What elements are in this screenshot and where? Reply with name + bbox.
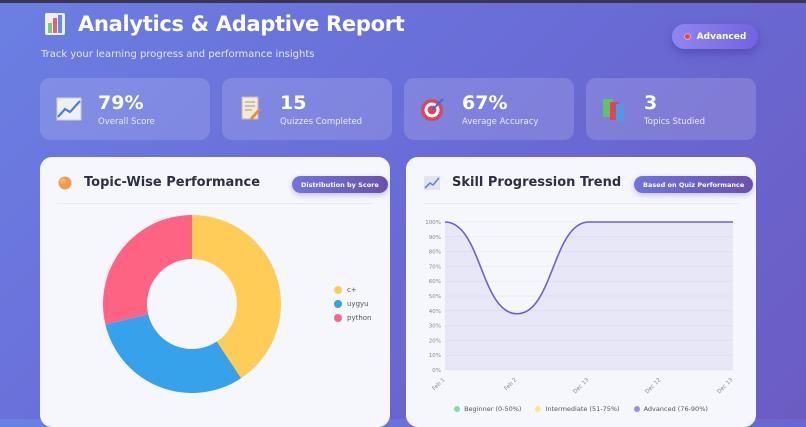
donut-slice-uygyu[interactable] [105, 314, 242, 393]
stat-value: 15 [280, 91, 307, 114]
panel-title: Topic-Wise Performance [84, 175, 261, 190]
x-tick-label: Feb 1 [432, 377, 447, 392]
y-tick-label: 30% [429, 324, 441, 330]
legend-swatch [334, 300, 342, 308]
skill-trend-panel: Skill Progression Trend Based on Quiz Pe… [406, 157, 756, 427]
legend-item[interactable]: Advanced (76-90%) [633, 405, 708, 413]
distribution-badge: Distribution by Score [292, 176, 388, 193]
bar-chart-icon [45, 13, 65, 35]
panel-title: Skill Progression Trend [452, 175, 622, 190]
legend-swatch [535, 406, 542, 412]
target-icon [683, 33, 691, 40]
y-tick-label: 90% [429, 235, 441, 241]
stat-label: Topics Studied [644, 116, 706, 127]
donut-slice-python[interactable] [103, 215, 192, 325]
legend-label: Beginner (0-50%) [464, 405, 522, 413]
y-tick-label: 70% [429, 264, 441, 270]
target-icon [420, 96, 446, 122]
x-tick-label: Dec 13 [572, 377, 590, 395]
stat-value: 67% [462, 91, 508, 114]
trend-point[interactable] [444, 221, 447, 224]
trend-line [444, 221, 733, 315]
topic-performance-panel: Topic-Wise Performance Distribution by S… [40, 157, 390, 427]
legend-label: c+ [347, 286, 357, 294]
y-tick-label: 100% [425, 220, 441, 226]
orange-circle-icon [58, 176, 72, 189]
page-subtitle: Track your learning progress and perform… [41, 49, 315, 60]
legend-item[interactable]: uygyu [334, 300, 372, 308]
y-tick-label: 20% [429, 338, 441, 344]
trend-point[interactable] [660, 221, 663, 224]
stat-card-topics: 3 Topics Studied [586, 78, 756, 140]
stat-card-quizzes: 15 Quizzes Completed [222, 78, 392, 140]
legend-item[interactable]: c+ [334, 286, 372, 294]
trend-point[interactable] [588, 221, 591, 224]
y-tick-label: 0% [432, 368, 441, 374]
stat-label: Average Accuracy [462, 116, 539, 127]
donut-slice-c+[interactable] [192, 215, 282, 379]
window-top-bar [0, 0, 806, 3]
donut-legend: c+ uygyu python [334, 286, 372, 328]
page-header: Analytics & Adaptive Report [44, 12, 405, 36]
legend-label: Advanced (76-90%) [643, 405, 708, 413]
chart-increasing-icon [56, 96, 82, 122]
level-badge-button[interactable]: Advanced [672, 24, 758, 49]
legend-label: Intermediate (51-75%) [545, 405, 620, 413]
level-label: Advanced [696, 31, 747, 42]
y-tick-label: 10% [429, 353, 441, 359]
y-tick-label: 60% [429, 279, 441, 285]
x-tick-label: Feb 2 [504, 377, 519, 392]
legend-swatch [454, 406, 461, 412]
memo-icon [238, 96, 264, 122]
trend-line-chart: 0% 10% 20% 30% 40% 50% 60% 70% 80% 90% 100% Feb 1 Fe… [425, 220, 735, 395]
trend-legend: Beginner (0-50%) Intermediate (51-75%) A… [406, 405, 756, 413]
donut-chart [103, 215, 282, 393]
stat-card-overall-score: 79% Overall Score [40, 78, 210, 140]
legend-label: python [347, 314, 372, 322]
x-tick-label: Dec 12 [644, 377, 662, 395]
y-tick-label: 50% [429, 294, 441, 300]
books-icon [602, 96, 628, 122]
legend-item[interactable]: Intermediate (51-75%) [535, 405, 620, 413]
chart-increasing-icon [424, 175, 440, 190]
stat-value: 79% [98, 91, 144, 114]
stat-label: Quizzes Completed [280, 116, 363, 127]
divider [57, 203, 373, 204]
legend-label: uygyu [347, 300, 369, 308]
stat-label: Overall Score [98, 116, 155, 127]
x-tick-label: Dec 13 [716, 377, 734, 395]
legend-item[interactable]: python [334, 314, 372, 322]
stat-value: 3 [644, 91, 658, 114]
divider [423, 203, 739, 204]
trend-point[interactable] [516, 312, 519, 315]
legend-swatch [334, 314, 342, 322]
y-tick-label: 40% [429, 309, 441, 315]
legend-swatch [334, 286, 342, 294]
legend-item[interactable]: Beginner (0-50%) [454, 405, 521, 413]
stat-card-accuracy: 67% Average Accuracy [404, 78, 574, 140]
quiz-performance-badge: Based on Quiz Performance [634, 176, 754, 193]
legend-swatch [633, 406, 640, 412]
page-title: Analytics & Adaptive Report [78, 12, 405, 36]
trend-point[interactable] [732, 221, 735, 224]
trend-area [445, 222, 733, 370]
y-tick-label: 80% [429, 250, 441, 256]
